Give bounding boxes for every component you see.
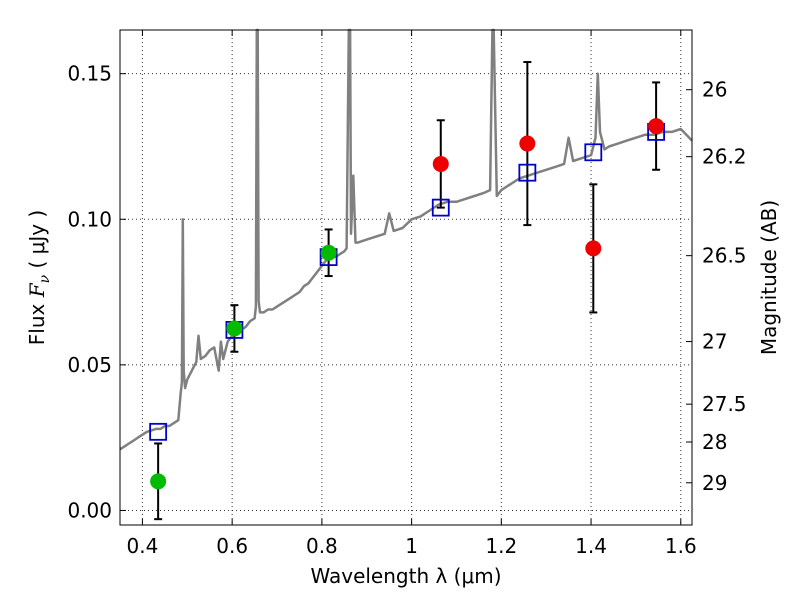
y2-tick-label: 26.2	[702, 145, 747, 169]
nir-point	[648, 118, 665, 135]
y2-tick-label: 26	[702, 78, 727, 102]
nir-point	[585, 240, 602, 257]
x-tick-label: 1.6	[665, 534, 697, 558]
optical-point	[320, 244, 337, 261]
y2-tick-label: 29	[702, 471, 727, 495]
model-square	[149, 422, 168, 441]
x-tick-label: 1	[405, 534, 418, 558]
y2-axis-label: Magnitude (AB)	[757, 200, 781, 355]
spectrum-series	[119, 28, 693, 451]
model-square	[518, 163, 537, 182]
model-square	[431, 198, 450, 217]
ticks: 0.4 0.6 0.8 1 1.2 1.4 1.6 0.00 0.05 0.10 0.15 26 26.…	[67, 30, 747, 558]
model-square	[584, 143, 603, 162]
y-axis-label-unit: ( μJy )	[25, 210, 49, 275]
nir-point	[519, 135, 536, 152]
y-axis-label-subscript: ν	[37, 274, 53, 283]
y-axis-label-symbol: F	[25, 282, 49, 298]
grid	[120, 30, 692, 525]
errorbars	[154, 61, 661, 521]
y2-tick-label: 27.5	[702, 392, 747, 416]
y-tick-label: 0.05	[67, 353, 112, 377]
plot-frame	[119, 29, 693, 526]
y2-tick-label: 26.5	[702, 244, 747, 268]
x-tick-label: 0.4	[127, 534, 159, 558]
x-tick-label: 0.8	[306, 534, 338, 558]
nir-point	[432, 155, 449, 172]
spectrum-line	[119, 28, 693, 451]
model-points	[149, 123, 666, 441]
y-axis-label: Flux Fν ( μJy )	[25, 210, 53, 345]
y-tick-label: 0.00	[67, 498, 112, 522]
y-axis-label-prefix: Flux	[25, 297, 49, 345]
optical-point	[226, 320, 243, 337]
photometry-points	[150, 118, 665, 490]
x-axis-label: Wavelength λ (μm)	[310, 564, 501, 588]
x-tick-label: 1.4	[575, 534, 607, 558]
y-tick-label: 0.15	[67, 62, 112, 86]
optical-point	[150, 473, 167, 490]
x-tick-label: 0.6	[216, 534, 248, 558]
y-tick-label: 0.10	[67, 207, 112, 231]
x-tick-label: 1.2	[485, 534, 517, 558]
y2-tick-label: 27	[702, 330, 727, 354]
y2-tick-label: 28	[702, 430, 727, 454]
